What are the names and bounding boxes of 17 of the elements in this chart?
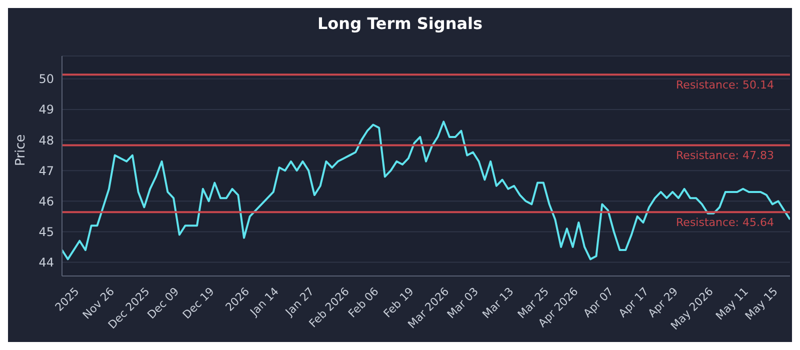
x-tick-label: Apr 07 — [580, 284, 616, 320]
ref-line-label: Resistance: 47.83 — [676, 149, 774, 162]
x-tick-label: Dec 19 — [180, 284, 217, 322]
y-tick-label: 47 — [38, 164, 54, 178]
y-tick-label: 50 — [38, 72, 54, 86]
x-tick-label: Mar 13 — [480, 284, 516, 322]
y-tick-label: 48 — [38, 133, 54, 148]
ref-line-label: Resistance: 50.14 — [676, 78, 774, 92]
y-tick-label: 49 — [38, 102, 54, 117]
y-axis-title: Price — [14, 134, 29, 166]
x-tick-label: Jan 14 — [247, 284, 282, 320]
ref-line-label: Resistance: 45.64 — [676, 216, 774, 230]
y-tick-label: 46 — [38, 194, 54, 208]
chart-title: Long Term Signals — [316, 14, 484, 33]
line-series — [62, 120, 790, 260]
y-tick-label: 45 — [38, 224, 54, 239]
y-tick-label: 44 — [38, 256, 54, 270]
